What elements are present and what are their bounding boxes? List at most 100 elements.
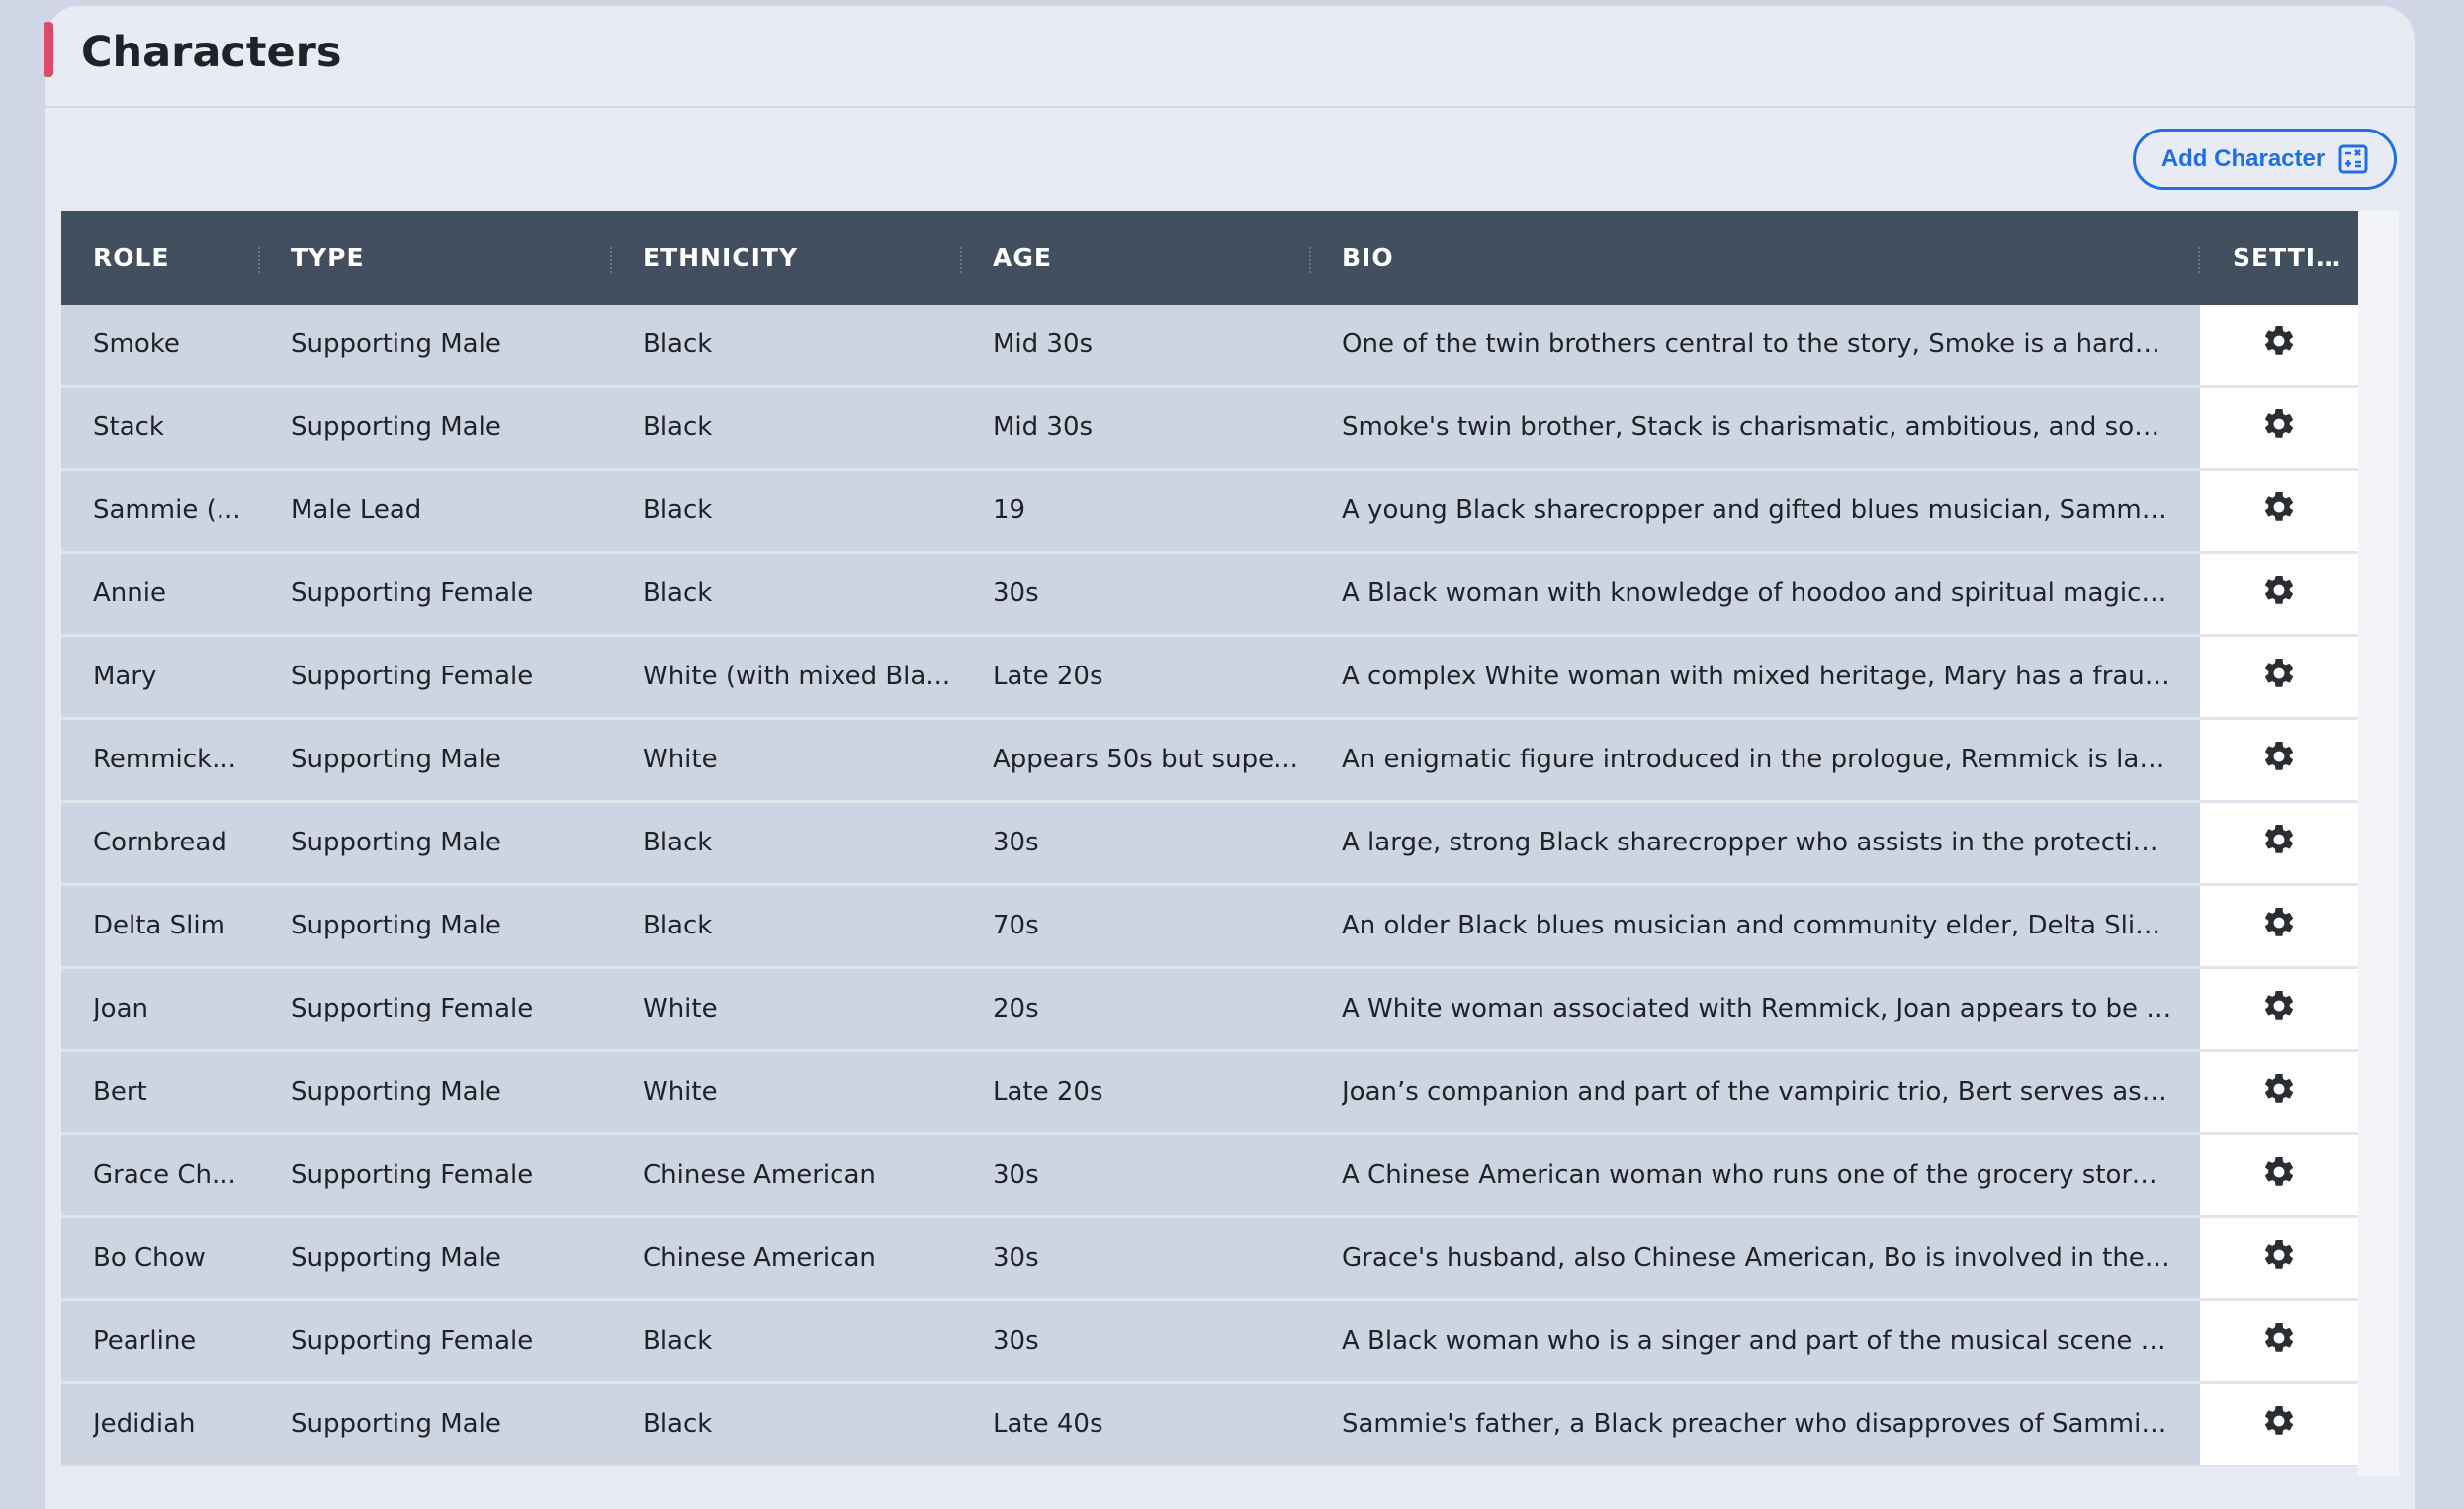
- table-row[interactable]: Mary Supporting Female White (with mixed B…: [61, 637, 2358, 720]
- settings-button[interactable]: [2200, 637, 2358, 717]
- cell-type: Supporting Male: [291, 911, 501, 940]
- gear-icon: [2261, 1320, 2297, 1363]
- gear-icon: [2261, 573, 2297, 615]
- table-row[interactable]: Cornbread Supporting Male Black 30s A large,…: [61, 803, 2358, 886]
- cell-role: Delta Slim: [93, 911, 225, 940]
- cell-type: Supporting Female: [291, 994, 534, 1023]
- table-row[interactable]: Remmick... Supporting Male White Appears 50…: [61, 720, 2358, 803]
- table-row[interactable]: Grace Ch... Supporting Female Chinese Amer…: [61, 1135, 2358, 1218]
- column-header-age[interactable]: AGE: [993, 243, 1052, 272]
- settings-button[interactable]: [2200, 1135, 2358, 1215]
- add-character-button[interactable]: Add Character: [2133, 129, 2397, 190]
- settings-button[interactable]: [2200, 720, 2358, 800]
- gear-icon: [2261, 1237, 2297, 1280]
- cell-type: Supporting Female: [291, 662, 534, 691]
- column-resize-handle[interactable]: [1309, 247, 1311, 273]
- column-resize-handle[interactable]: [258, 247, 260, 273]
- settings-button[interactable]: [2200, 554, 2358, 634]
- cell-type: Supporting Female: [291, 1326, 534, 1356]
- column-header-ethnicity[interactable]: ETHNICITY: [643, 243, 799, 272]
- table-row[interactable]: Smoke Supporting Male Black Mid 30s One of t…: [61, 305, 2358, 388]
- page-title: Characters: [81, 28, 342, 77]
- cell-role: Joan: [93, 994, 148, 1023]
- cell-ethnicity: Black: [643, 329, 713, 359]
- cell-type: Supporting Male: [291, 329, 501, 359]
- cell-role: Annie: [93, 578, 166, 608]
- cell-bio: A young Black sharecropper and gifted bl…: [1342, 495, 2172, 525]
- cell-bio: An enigmatic figure introduced in the pr…: [1342, 745, 2172, 774]
- cell-ethnicity: White: [643, 1077, 718, 1107]
- cell-type: Supporting Male: [291, 412, 501, 442]
- calculator-icon: [2338, 144, 2368, 174]
- cell-type: Supporting Female: [291, 578, 534, 608]
- cell-age: Late 20s: [993, 662, 1103, 691]
- header-divider: [45, 106, 2415, 108]
- settings-button[interactable]: [2200, 969, 2358, 1049]
- cell-bio: An older Black blues musician and commun…: [1342, 911, 2172, 940]
- cell-age: Mid 30s: [993, 412, 1094, 442]
- settings-button[interactable]: [2200, 1384, 2358, 1465]
- settings-button[interactable]: [2200, 1301, 2358, 1381]
- table-row[interactable]: Bo Chow Supporting Male Chinese American 30…: [61, 1218, 2358, 1301]
- cell-ethnicity: Chinese American: [643, 1243, 876, 1273]
- settings-button[interactable]: [2200, 305, 2358, 385]
- cell-bio: Grace's husband, also Chinese American, …: [1342, 1243, 2172, 1273]
- table-row[interactable]: Delta Slim Supporting Male Black 70s An olde…: [61, 886, 2358, 969]
- table-row[interactable]: Jedidiah Supporting Male Black Late 40s Samm…: [61, 1384, 2358, 1467]
- gear-icon: [2261, 988, 2297, 1030]
- table-row[interactable]: Stack Supporting Male Black Mid 30s Smoke's …: [61, 388, 2358, 471]
- column-resize-handle[interactable]: [2198, 247, 2200, 273]
- table-row[interactable]: Bert Supporting Male White Late 20s Joan’s c…: [61, 1052, 2358, 1135]
- cell-role: Stack: [93, 412, 164, 442]
- cell-age: 19: [993, 495, 1026, 525]
- cell-role: Sammie (...: [93, 495, 241, 525]
- column-header-type[interactable]: TYPE: [291, 243, 365, 272]
- settings-button[interactable]: [2200, 388, 2358, 468]
- column-header-role[interactable]: ROLE: [93, 243, 170, 272]
- cell-role: Bert: [93, 1077, 147, 1107]
- cell-ethnicity: White: [643, 745, 718, 774]
- settings-button[interactable]: [2200, 803, 2358, 883]
- cell-age: 30s: [993, 1243, 1039, 1273]
- table-row[interactable]: Pearline Supporting Female Black 30s A Black…: [61, 1301, 2358, 1384]
- column-resize-handle[interactable]: [960, 247, 962, 273]
- cell-bio: One of the twin brothers central to the …: [1342, 329, 2172, 359]
- gear-icon: [2261, 406, 2297, 449]
- cell-role: Cornbread: [93, 828, 227, 857]
- cell-bio: Joan’s companion and part of the vampiri…: [1342, 1077, 2172, 1107]
- gear-icon: [2261, 905, 2297, 947]
- table-row[interactable]: Annie Supporting Female Black 30s A Black wo…: [61, 554, 2358, 637]
- cell-ethnicity: Black: [643, 911, 713, 940]
- cell-ethnicity: Black: [643, 1409, 713, 1439]
- table-row[interactable]: Joan Supporting Female White 20s A White wom…: [61, 969, 2358, 1052]
- cell-ethnicity: Black: [643, 495, 713, 525]
- cell-age: 70s: [993, 911, 1039, 940]
- cell-type: Supporting Male: [291, 745, 501, 774]
- settings-button[interactable]: [2200, 1218, 2358, 1298]
- cell-bio: A Chinese American woman who runs one of…: [1342, 1160, 2172, 1190]
- table-row[interactable]: Sammie (... Male Lead Black 19 A young Black…: [61, 471, 2358, 554]
- gear-icon: [2261, 1071, 2297, 1113]
- cell-role: Jedidiah: [93, 1409, 196, 1439]
- cell-age: Late 20s: [993, 1077, 1103, 1107]
- cell-bio: A large, strong Black sharecropper who a…: [1342, 828, 2172, 857]
- gear-icon: [2261, 822, 2297, 864]
- cell-age: 30s: [993, 828, 1039, 857]
- cell-role: Bo Chow: [93, 1243, 206, 1273]
- cell-type: Male Lead: [291, 495, 422, 525]
- cell-role: Grace Ch...: [93, 1160, 236, 1190]
- column-header-settings[interactable]: SETTI…: [2233, 243, 2342, 272]
- cell-bio: A Black woman with knowledge of hoodoo a…: [1342, 578, 2172, 608]
- cell-role: Remmick...: [93, 745, 236, 774]
- settings-button[interactable]: [2200, 886, 2358, 966]
- cell-ethnicity: Black: [643, 578, 713, 608]
- gear-icon: [2261, 656, 2297, 698]
- column-header-bio[interactable]: BIO: [1342, 243, 1394, 272]
- cell-bio: A Black woman who is a singer and part o…: [1342, 1326, 2172, 1356]
- cell-type: Supporting Male: [291, 1243, 501, 1273]
- cell-role: Mary: [93, 662, 157, 691]
- section-accent-bar: [44, 22, 53, 77]
- settings-button[interactable]: [2200, 471, 2358, 551]
- settings-button[interactable]: [2200, 1052, 2358, 1132]
- column-resize-handle[interactable]: [610, 247, 612, 273]
